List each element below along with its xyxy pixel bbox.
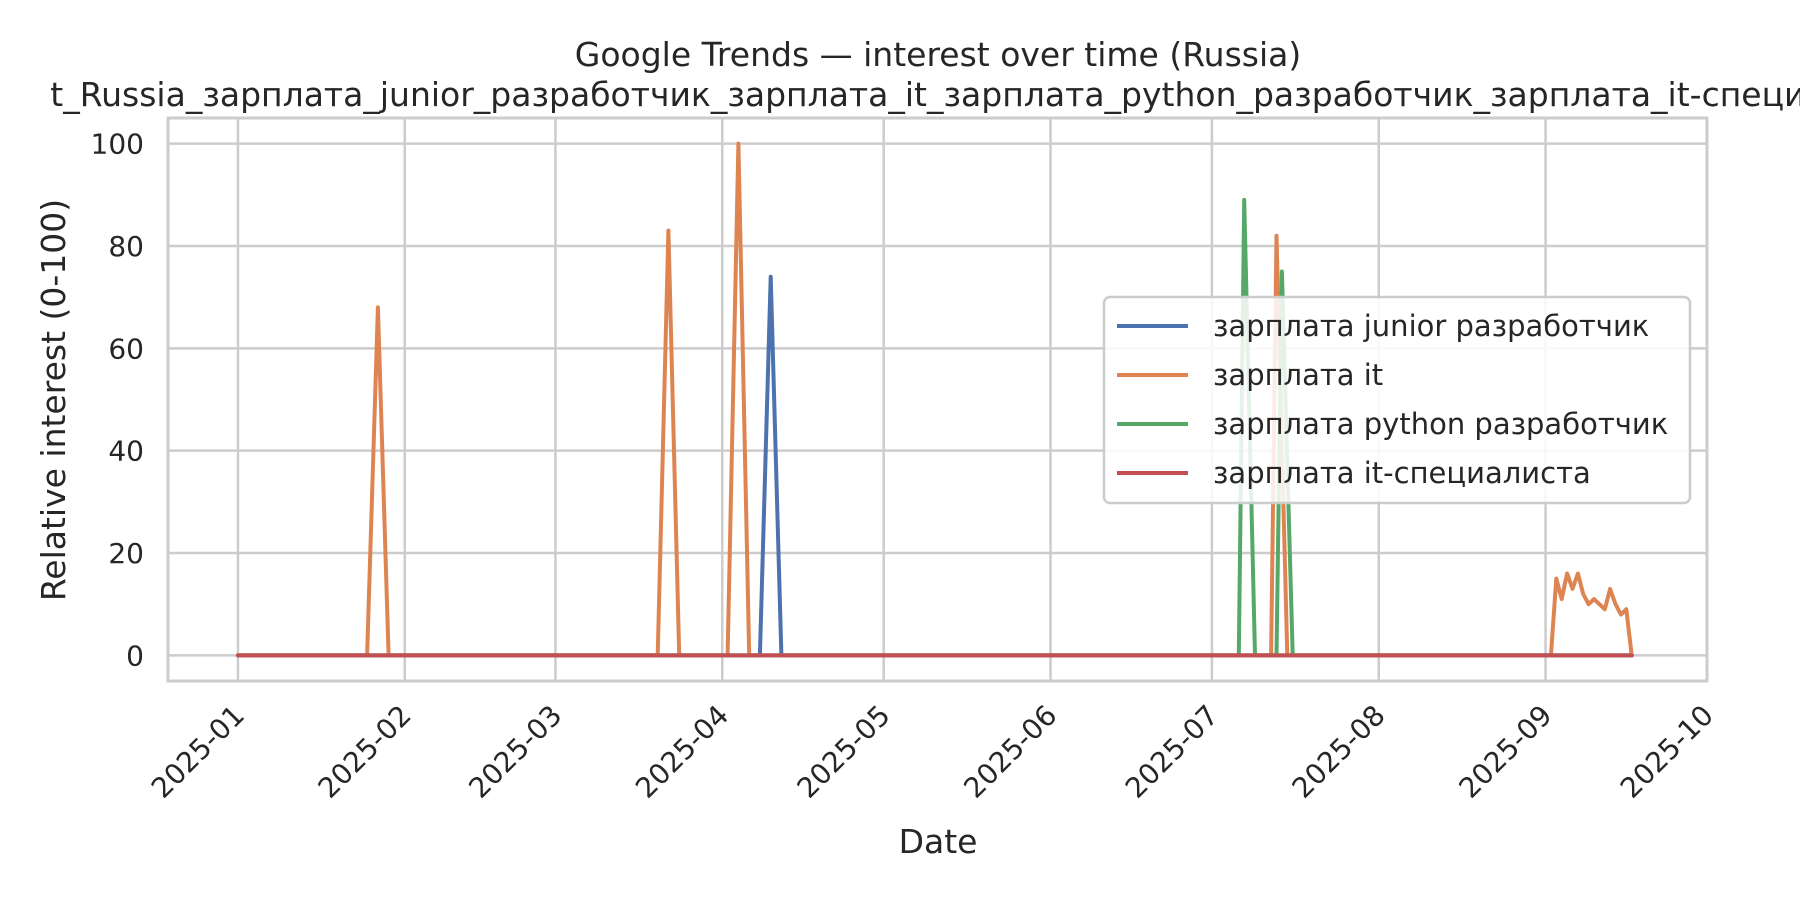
x-tick-label: 2025-07 xyxy=(1119,699,1225,805)
x-tick-label: 2025-06 xyxy=(957,699,1063,805)
legend: зарплата junior разработчик зарплата it за… xyxy=(1102,295,1692,505)
x-axis-ticks: 2025-01 2025-02 2025-03 2025-04 2025-05 2025-… xyxy=(145,699,1720,805)
x-tick-label: 2025-09 xyxy=(1452,699,1558,805)
x-axis-label: Date xyxy=(899,822,978,861)
y-axis-ticks: 0 20 40 60 80 100 xyxy=(91,128,144,673)
chart-title: Google Trends — interest over time (Russ… xyxy=(575,35,1301,74)
chart-subtitle: t_Russia_зарплата_junior_разработчик_зар… xyxy=(50,75,1800,114)
x-tick-label: 2025-08 xyxy=(1286,699,1392,805)
plot-frame xyxy=(166,116,1709,683)
y-tick-label: 100 xyxy=(91,128,144,161)
legend-entry-label: зарплата junior разработчик xyxy=(1213,309,1649,343)
x-tick-label: 2025-05 xyxy=(791,699,897,805)
x-tick-label: 2025-10 xyxy=(1614,699,1720,805)
x-tick-label: 2025-03 xyxy=(462,699,568,805)
y-tick-label: 0 xyxy=(126,639,144,672)
y-tick-label: 20 xyxy=(108,537,144,570)
y-tick-label: 80 xyxy=(108,230,144,263)
legend-entry-label: зарплата it xyxy=(1213,358,1383,392)
x-tick-label: 2025-01 xyxy=(145,699,251,805)
legend-frame xyxy=(1102,295,1692,505)
series-line-1 xyxy=(236,141,1634,658)
legend-entry-label: зарплата python разработчик xyxy=(1213,407,1668,441)
y-tick-label: 40 xyxy=(108,435,144,468)
legend-entry-label: зарплата it-специалиста xyxy=(1213,456,1591,490)
y-tick-label: 60 xyxy=(108,332,144,365)
x-tick-label: 2025-04 xyxy=(629,699,735,805)
y-axis-label: Relative interest (0-100) xyxy=(34,199,73,601)
series-lines xyxy=(236,141,1634,658)
x-tick-label: 2025-02 xyxy=(312,699,418,805)
